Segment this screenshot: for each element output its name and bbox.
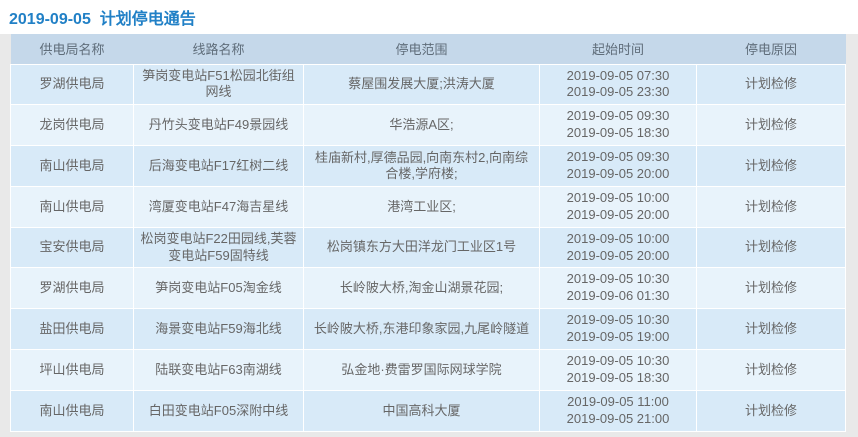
start-time: 2019-09-05 10:30	[566, 352, 670, 368]
cell-time: 2019-09-05 10:00 2019-09-05 20:00	[539, 226, 697, 269]
cell-reason: 计划检修	[696, 145, 846, 187]
cell-time: 2019-09-05 07:30 2019-09-05 23:30	[539, 63, 697, 106]
header-line: 线路名称	[133, 34, 304, 65]
table-row: 南山供电局 后海变电站F17红树二线 桂庙新村,厚德品园,向南东村2,向南综合楼…	[10, 145, 846, 187]
start-time: 2019-09-05 11:00	[567, 393, 669, 409]
table-row: 盐田供电局 海景变电站F59海北线 长岭陂大桥,东港印象家园,九尾岭隧道 201…	[10, 308, 846, 350]
cell-line: 后海变电站F17红树二线	[133, 145, 304, 187]
cell-line: 陆联变电站F63南湖线	[133, 348, 304, 391]
end-time: 2019-09-05 20:00	[566, 247, 670, 263]
header-reason: 停电原因	[696, 34, 846, 65]
cell-bureau: 南山供电局	[10, 185, 134, 228]
cell-scope: 弘金地·费雷罗国际网球学院	[303, 348, 540, 391]
cell-bureau: 龙岗供电局	[10, 104, 134, 147]
cell-bureau: 罗湖供电局	[10, 267, 134, 310]
table-row: 龙岗供电局 丹竹头变电站F49景园线 华浩源A区; 2019-09-05 09:…	[10, 104, 846, 147]
cell-bureau: 南山供电局	[10, 145, 134, 187]
cell-scope: 长岭陂大桥,东港印象家园,九尾岭隧道	[303, 308, 540, 350]
cell-scope: 中国高科大厦	[303, 389, 540, 432]
header-scope: 停电范围	[303, 34, 540, 65]
cell-scope: 长岭陂大桥,淘金山湖景花园;	[303, 267, 540, 310]
cell-time: 2019-09-05 09:30 2019-09-05 18:30	[539, 104, 697, 147]
cell-reason: 计划检修	[696, 389, 846, 432]
table-row: 坪山供电局 陆联变电站F63南湖线 弘金地·费雷罗国际网球学院 2019-09-…	[10, 348, 846, 391]
table-header-row: 供电局名称 线路名称 停电范围 起始时间 停电原因	[10, 34, 846, 65]
cell-time: 2019-09-05 10:30 2019-09-05 18:30	[539, 348, 697, 391]
table-row: 南山供电局 白田变电站F05深附中线 中国高科大厦 2019-09-05 11:…	[10, 389, 846, 432]
cell-scope: 桂庙新村,厚德品园,向南东村2,向南综合楼,学府楼;	[303, 145, 540, 187]
end-time: 2019-09-05 18:30	[566, 125, 670, 141]
cell-bureau: 南山供电局	[10, 389, 134, 432]
cell-reason: 计划检修	[696, 63, 846, 106]
cell-line: 湾厦变电站F47海吉星线	[133, 185, 304, 228]
end-time: 2019-09-05 20:00	[566, 165, 670, 181]
end-time: 2019-09-05 19:00	[566, 329, 670, 345]
start-time: 2019-09-05 10:00	[566, 230, 670, 246]
cell-scope: 华浩源A区;	[303, 104, 540, 147]
cell-time: 2019-09-05 11:00 2019-09-05 21:00	[539, 389, 697, 432]
start-time: 2019-09-05 10:30	[566, 271, 670, 287]
end-time: 2019-09-06 01:30	[566, 288, 670, 304]
header-time: 起始时间	[539, 34, 697, 65]
cell-time: 2019-09-05 10:00 2019-09-05 20:00	[539, 185, 697, 228]
title-bar: 2019-09-05 计划停电通告	[0, 0, 858, 34]
cell-line: 丹竹头变电站F49景园线	[133, 104, 304, 147]
cell-reason: 计划检修	[696, 104, 846, 147]
cell-scope: 松岗镇东方大田洋龙门工业区1号	[303, 226, 540, 269]
cell-scope: 蔡屋围发展大厦;洪涛大厦	[303, 63, 540, 106]
start-time: 2019-09-05 09:30	[566, 108, 670, 124]
cell-bureau: 盐田供电局	[10, 308, 134, 350]
cell-reason: 计划检修	[696, 267, 846, 310]
cell-reason: 计划检修	[696, 226, 846, 269]
start-time: 2019-09-05 09:30	[566, 149, 670, 165]
start-time: 2019-09-05 10:00	[566, 189, 670, 205]
cell-reason: 计划检修	[696, 185, 846, 228]
cell-reason: 计划检修	[696, 308, 846, 350]
cell-bureau: 宝安供电局	[10, 226, 134, 269]
cell-time: 2019-09-05 10:30 2019-09-06 01:30	[539, 267, 697, 310]
cell-line: 笋岗变电站F05淘金线	[133, 267, 304, 310]
table-row: 罗湖供电局 笋岗变电站F51松园北街组网线 蔡屋围发展大厦;洪涛大厦 2019-…	[10, 63, 846, 106]
page-title: 2019-09-05 计划停电通告	[9, 11, 196, 28]
cell-line: 白田变电站F05深附中线	[133, 389, 304, 432]
table-row: 南山供电局 湾厦变电站F47海吉星线 港湾工业区; 2019-09-05 10:…	[10, 185, 846, 228]
outage-table-container: 供电局名称 线路名称 停电范围 起始时间 停电原因 罗湖供电局 笋岗变电站F51…	[10, 34, 846, 432]
end-time: 2019-09-05 20:00	[566, 206, 670, 222]
cell-line: 松岗变电站F22田园线,芙蓉变电站F59固特线	[133, 226, 304, 269]
header-bureau: 供电局名称	[10, 34, 134, 65]
cell-time: 2019-09-05 10:30 2019-09-05 19:00	[539, 308, 697, 350]
table-row: 罗湖供电局 笋岗变电站F05淘金线 长岭陂大桥,淘金山湖景花园; 2019-09…	[10, 267, 846, 310]
outage-table: 供电局名称 线路名称 停电范围 起始时间 停电原因 罗湖供电局 笋岗变电站F51…	[10, 34, 846, 432]
start-time: 2019-09-05 07:30	[566, 67, 670, 83]
end-time: 2019-09-05 21:00	[566, 410, 670, 426]
cell-scope: 港湾工业区;	[303, 185, 540, 228]
cell-bureau: 坪山供电局	[10, 348, 134, 391]
start-time: 2019-09-05 10:30	[566, 312, 670, 328]
cell-line: 海景变电站F59海北线	[133, 308, 304, 350]
end-time: 2019-09-05 18:30	[566, 369, 670, 385]
cell-bureau: 罗湖供电局	[10, 63, 134, 106]
table-row: 宝安供电局 松岗变电站F22田园线,芙蓉变电站F59固特线 松岗镇东方大田洋龙门…	[10, 226, 846, 269]
end-time: 2019-09-05 23:30	[566, 84, 670, 100]
cell-line: 笋岗变电站F51松园北街组网线	[133, 63, 304, 106]
cell-reason: 计划检修	[696, 348, 846, 391]
cell-time: 2019-09-05 09:30 2019-09-05 20:00	[539, 145, 697, 187]
